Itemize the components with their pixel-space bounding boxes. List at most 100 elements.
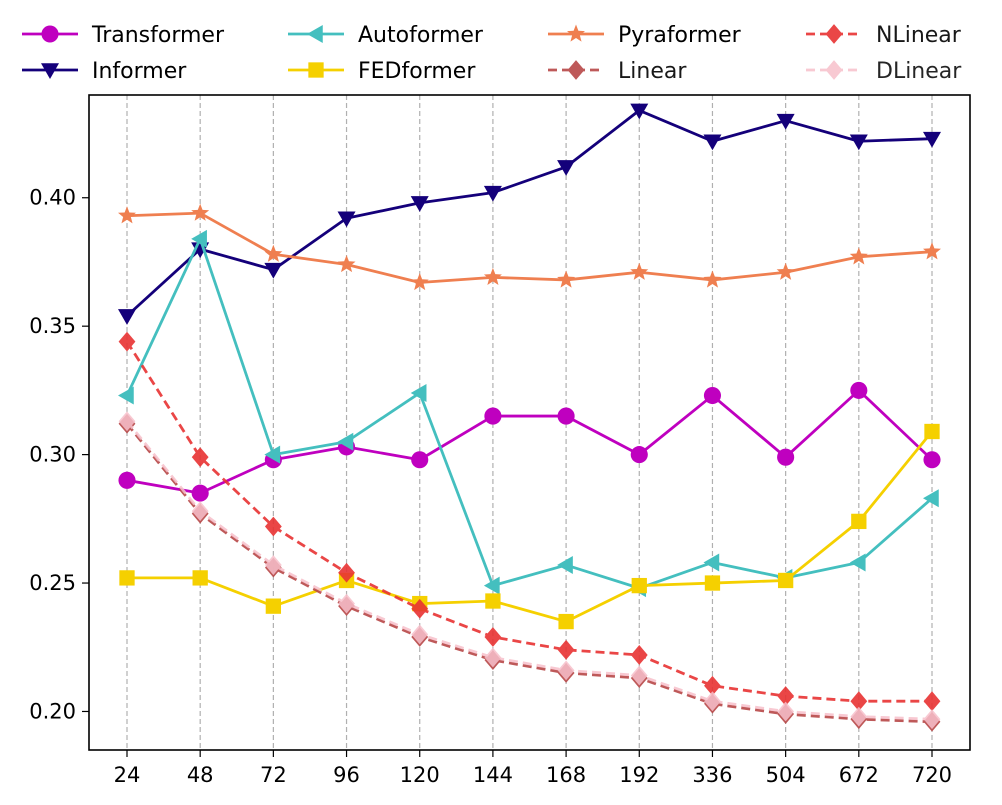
point-informer-504: [776, 113, 795, 130]
legend-label: Pyraformer: [618, 23, 742, 48]
point-pyraformer-120: [410, 273, 429, 291]
point-informer-96: [337, 211, 356, 228]
point-nlinear-168: [557, 639, 575, 660]
point-autoformer-48: [191, 229, 207, 248]
legend-marker-dlinear: [825, 60, 843, 80]
legend-marker-informer: [41, 63, 59, 79]
series-informer: [118, 103, 941, 325]
point-fedformer-168: [558, 613, 574, 630]
point-transformer-168: [557, 407, 575, 425]
y-tick-label: 0.20: [29, 699, 76, 723]
legend-label: NLinear: [876, 23, 962, 48]
point-informer-144: [483, 185, 502, 202]
point-fedformer-336: [704, 575, 721, 591]
point-autoformer-72: [264, 445, 281, 464]
point-nlinear-192: [630, 645, 648, 665]
point-dlinear-48: [191, 501, 209, 522]
legend-marker-autoformer: [307, 25, 323, 43]
point-pyraformer-168: [557, 270, 576, 288]
point-pyraformer-672: [849, 247, 868, 265]
legend-label: FEDformer: [358, 59, 476, 84]
point-nlinear-72: [264, 516, 282, 537]
legend-item-fedformer: FEDformer: [288, 59, 476, 84]
series-line-pyraformer: [126, 211, 933, 284]
point-autoformer-720: [923, 489, 939, 508]
point-pyraformer-720: [923, 242, 941, 260]
point-pyraformer-192: [630, 262, 649, 280]
point-autoformer-672: [849, 553, 866, 572]
point-pyraformer-96: [337, 255, 356, 273]
point-dlinear-504: [777, 701, 795, 722]
point-nlinear-336: [704, 675, 721, 696]
series-autoformer: [118, 229, 939, 598]
point-informer-120: [410, 196, 429, 212]
y-tick-label: 0.35: [29, 314, 76, 338]
point-transformer-336: [703, 386, 722, 405]
point-fedformer-672: [851, 513, 867, 530]
series-line-linear: [125, 422, 933, 724]
point-transformer-672: [850, 381, 868, 399]
series-layer: [118, 103, 941, 732]
point-autoformer-168: [557, 556, 573, 575]
point-autoformer-96: [337, 432, 354, 451]
x-tick-label: 120: [400, 763, 440, 787]
point-fedformer-48: [192, 570, 208, 586]
series-transformer: [118, 381, 941, 502]
point-fedformer-504: [777, 572, 794, 589]
series-line-informer: [126, 109, 933, 317]
point-transformer-720: [923, 451, 941, 469]
point-transformer-504: [777, 448, 795, 466]
point-dlinear-120: [411, 624, 429, 645]
point-informer-672: [849, 134, 868, 151]
legend-marker-fedformer: [308, 62, 324, 78]
plot-frame: [88, 94, 971, 751]
point-autoformer-120: [410, 383, 427, 402]
point-nlinear-24: [118, 331, 136, 352]
x-tick-label: 504: [766, 763, 806, 787]
series-pyraformer: [118, 203, 941, 291]
point-nlinear-144: [484, 627, 502, 647]
point-dlinear-168: [557, 660, 575, 681]
point-pyraformer-24: [118, 206, 136, 224]
series-line-fedformer: [127, 430, 934, 623]
point-dlinear-192: [630, 665, 648, 686]
point-nlinear-720: [923, 691, 941, 712]
point-fedformer-192: [631, 577, 647, 594]
legend-item-dlinear: DLinear: [806, 59, 962, 84]
x-tick-label: 96: [333, 763, 360, 787]
point-informer-336: [703, 134, 722, 151]
x-tick-label: 24: [114, 763, 141, 787]
point-dlinear-96: [338, 593, 355, 614]
point-pyraformer-504: [776, 262, 795, 280]
point-informer-72: [264, 262, 283, 279]
point-pyraformer-144: [483, 267, 502, 286]
x-axis: 24 48 72 96 120 144 168 192 336 504 672 720: [114, 750, 952, 787]
legend-label: Autoformer: [358, 23, 484, 48]
point-autoformer-24: [118, 386, 134, 405]
legend-marker-linear: [567, 60, 585, 80]
legend-item-transformer: Transformer: [22, 23, 225, 48]
x-tick-label: 336: [692, 763, 732, 787]
point-dlinear-336: [704, 691, 721, 712]
point-transformer-24: [118, 471, 136, 489]
legend: Transformer Informer Autoformer FEDformer Py…: [22, 23, 962, 84]
series-dlinear: [118, 411, 941, 730]
point-pyraformer-72: [264, 244, 283, 262]
legend-label: Transformer: [91, 23, 225, 48]
x-tick-label: 720: [912, 763, 952, 787]
point-informer-24: [118, 309, 136, 325]
series-nlinear: [118, 331, 941, 712]
point-transformer-144: [484, 407, 502, 425]
x-tick-label: 48: [187, 763, 214, 787]
point-informer-168: [557, 160, 576, 176]
legend-item-nlinear: NLinear: [806, 23, 962, 48]
point-dlinear-144: [484, 647, 502, 668]
point-nlinear-120: [411, 598, 429, 619]
point-autoformer-144: [483, 576, 500, 595]
series-line-transformer: [126, 388, 933, 495]
legend-marker-nlinear: [825, 24, 843, 44]
y-tick-label: 0.25: [29, 571, 76, 595]
series-linear: [118, 413, 941, 732]
grid-lines: [126, 95, 933, 750]
